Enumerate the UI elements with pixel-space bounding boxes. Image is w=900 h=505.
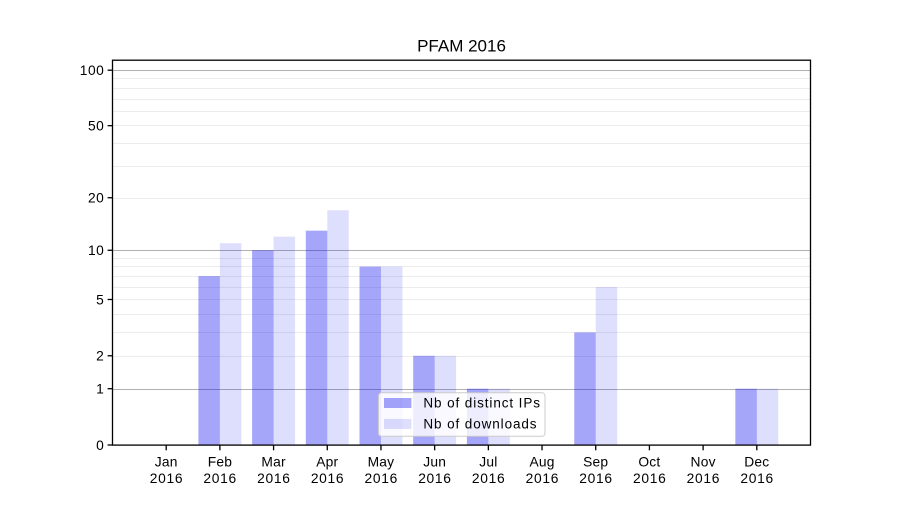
svg-text:100: 100 [80,63,105,78]
svg-text:2016: 2016 [203,471,237,486]
svg-text:Jun: Jun [423,455,446,470]
svg-text:Oct: Oct [638,455,660,470]
svg-text:2016: 2016 [418,471,452,486]
svg-text:50: 50 [88,119,104,134]
svg-text:2016: 2016 [311,471,345,486]
svg-text:0: 0 [96,438,104,453]
svg-text:2016: 2016 [633,471,667,486]
svg-text:Dec: Dec [744,455,769,470]
svg-text:Aug: Aug [529,455,554,470]
svg-text:1: 1 [96,382,104,397]
svg-text:2016: 2016 [150,471,184,486]
svg-text:Nb of distinct IPs: Nb of distinct IPs [423,396,541,411]
svg-text:2016: 2016 [579,471,613,486]
svg-text:Mar: Mar [261,455,286,470]
svg-text:2016: 2016 [365,471,399,486]
svg-text:Jul: Jul [479,455,497,470]
svg-text:Feb: Feb [208,455,233,470]
svg-text:2016: 2016 [526,471,560,486]
svg-text:10: 10 [88,243,104,258]
svg-text:May: May [368,455,395,470]
svg-text:2016: 2016 [472,471,506,486]
svg-text:2016: 2016 [740,471,774,486]
svg-text:2: 2 [96,349,104,364]
svg-text:2016: 2016 [257,471,291,486]
svg-text:2016: 2016 [687,471,721,486]
svg-text:Jan: Jan [155,455,178,470]
svg-text:Apr: Apr [316,455,338,470]
svg-text:Nb of downloads: Nb of downloads [423,417,537,432]
svg-text:PFAM 2016: PFAM 2016 [417,37,506,56]
svg-text:Sep: Sep [583,455,608,470]
svg-text:5: 5 [96,292,104,307]
svg-text:Nov: Nov [691,455,716,470]
svg-text:20: 20 [88,191,104,206]
